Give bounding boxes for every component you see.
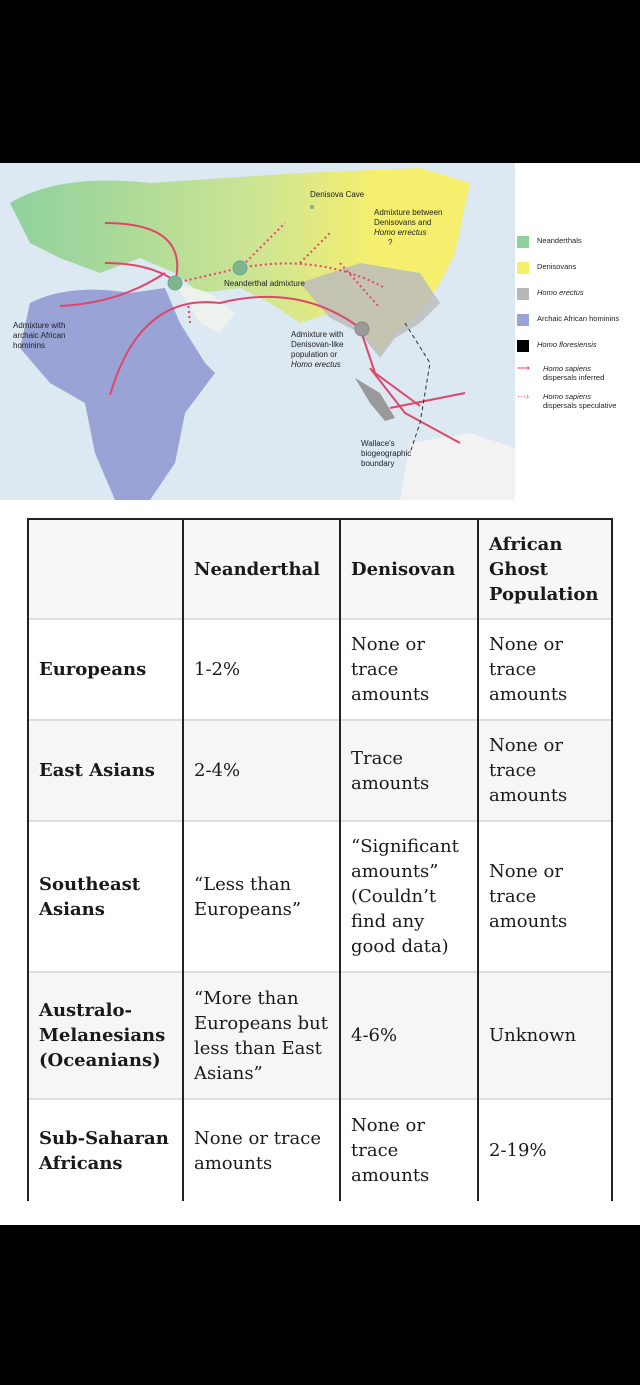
legend-label: Homo floresiensis bbox=[537, 340, 597, 349]
cell-neanderthal: “Less than Europeans” bbox=[182, 820, 341, 972]
label-admixture-deni-erectus: Admixture between Denisovans and Homo er… bbox=[374, 208, 442, 248]
row-group: East Asians bbox=[27, 719, 184, 821]
cell-neanderthal: 1-2% bbox=[182, 618, 341, 720]
table-row: Southeast Asians “Less than Europeans” “… bbox=[27, 820, 613, 972]
label-denisova-cave: Denisova Cave bbox=[310, 190, 365, 199]
label-neanderthal-admixture: Neanderthal admixture bbox=[224, 279, 305, 288]
label-line: Admixture with bbox=[13, 321, 66, 330]
label-line: Denisovans and bbox=[374, 218, 432, 227]
legend-label: Denisovans bbox=[537, 262, 577, 271]
dotted-arrow-icon: ···› bbox=[517, 391, 529, 401]
table-row: Europeans 1-2% None or trace amounts Non… bbox=[27, 618, 613, 720]
homo-erectus-region bbox=[300, 263, 440, 358]
label-line: Homo errectus bbox=[374, 228, 427, 237]
green-swatch-icon bbox=[517, 236, 529, 248]
label-denisovan-like: Admixture with Denisovan-like population… bbox=[291, 330, 343, 370]
denisova-cave-marker bbox=[310, 205, 314, 209]
row-group: Europeans bbox=[27, 618, 184, 720]
legend-label: Homo erectus bbox=[537, 288, 584, 297]
label-line: boundary bbox=[361, 459, 395, 468]
header-denisovan: Denisovan bbox=[339, 518, 479, 619]
legend-label: Archaic African hominins bbox=[537, 314, 620, 323]
legend-label: Homo sapiens dispersals speculative bbox=[543, 392, 616, 410]
map-graphic bbox=[10, 168, 515, 500]
cell-african-ghost: None or trace amounts bbox=[477, 820, 613, 972]
migration-map: Denisova Cave Admixture between Denisova… bbox=[0, 163, 515, 500]
admixture-point-central bbox=[232, 260, 248, 276]
legend-item-denisovans: Denisovans bbox=[517, 262, 576, 274]
cell-african-ghost: None or trace amounts bbox=[477, 618, 613, 720]
cell-african-ghost: None or trace amounts bbox=[477, 719, 613, 821]
cell-denisovan: None or trace amounts bbox=[339, 618, 479, 720]
legend-label: Neanderthals bbox=[537, 236, 582, 245]
arabia bbox=[175, 283, 235, 333]
black-swatch-icon bbox=[517, 340, 529, 352]
label-line: Denisovan-like bbox=[291, 340, 344, 349]
label-line: Admixture between bbox=[374, 208, 443, 217]
legend-label-line2: dispersals speculative bbox=[543, 401, 617, 410]
cell-african-ghost: 2-19% bbox=[477, 1098, 613, 1201]
legend-item-speculative: ···› Homo sapiens dispersals speculative bbox=[517, 391, 616, 411]
label-african-admixture: Admixture with archaic African hominins bbox=[13, 321, 65, 351]
row-group: Southeast Asians bbox=[27, 820, 184, 972]
label-line: Homo erectus bbox=[291, 360, 341, 369]
legend-label-line2: dispersals inferred bbox=[543, 373, 605, 382]
row-group: Sub-Saharan Africans bbox=[27, 1098, 184, 1201]
table-row: Australo-Melanesians (Oceanians) “More t… bbox=[27, 971, 613, 1099]
legend-item-neanderthals: Neanderthals bbox=[517, 236, 582, 248]
legend-label-line1: Homo sapiens bbox=[543, 392, 591, 401]
table-row: Sub-Saharan Africans None or trace amoun… bbox=[27, 1098, 613, 1201]
cell-denisovan: None or trace amounts bbox=[339, 1098, 479, 1201]
admixture-point-levant bbox=[167, 275, 183, 291]
admixture-table: Neanderthal Denisovan African Ghost Popu… bbox=[27, 518, 613, 1201]
cell-african-ghost: Unknown bbox=[477, 971, 613, 1099]
legend-label-line1: Homo sapiens bbox=[543, 364, 591, 373]
gray-swatch-icon bbox=[517, 288, 529, 300]
header-row: Neanderthal Denisovan African Ghost Popu… bbox=[27, 518, 613, 619]
cell-denisovan: Trace amounts bbox=[339, 719, 479, 821]
legend-item-archaic-african: Archaic African hominins bbox=[517, 314, 619, 326]
row-group: Australo-Melanesians (Oceanians) bbox=[27, 971, 184, 1099]
label-line: Admixture with bbox=[291, 330, 344, 339]
label-line: archaic African bbox=[13, 331, 66, 340]
label-line: biogeographic bbox=[361, 449, 412, 458]
indonesia bbox=[355, 378, 395, 421]
cell-neanderthal: 2-4% bbox=[182, 719, 341, 821]
label-line: hominins bbox=[13, 341, 46, 350]
cell-denisovan: “Significant amounts” (Couldn’t find any… bbox=[339, 820, 479, 972]
legend-item-inferred: ⟶ Homo sapiens dispersals inferred bbox=[517, 363, 604, 383]
africa-landmass bbox=[20, 288, 215, 500]
label-wallace: Wallace's biogeographic boundary bbox=[361, 439, 411, 469]
purple-swatch-icon bbox=[517, 314, 529, 326]
legend-item-homo-erectus: Homo erectus bbox=[517, 288, 584, 300]
label-line: population or bbox=[291, 350, 338, 359]
table-row: East Asians 2-4% Trace amounts None or t… bbox=[27, 719, 613, 821]
solid-arrow-icon: ⟶ bbox=[517, 363, 530, 373]
dispersal-arrows bbox=[59, 222, 466, 444]
wallace-line bbox=[404, 322, 431, 454]
yellow-swatch-icon bbox=[517, 262, 529, 274]
legend-label: Homo sapiens dispersals inferred bbox=[543, 364, 604, 382]
header-empty bbox=[27, 518, 184, 619]
australia bbox=[400, 433, 515, 500]
label-line: ? bbox=[388, 238, 393, 247]
cell-denisovan: 4-6% bbox=[339, 971, 479, 1099]
label-line: Wallace's bbox=[361, 439, 395, 448]
header-neanderthal: Neanderthal bbox=[182, 518, 341, 619]
cell-neanderthal: None or trace amounts bbox=[182, 1098, 341, 1201]
header-african-ghost: African Ghost Population bbox=[477, 518, 613, 619]
legend-item-floresiensis: Homo floresiensis bbox=[517, 340, 597, 352]
cell-neanderthal: “More than Europeans but less than East … bbox=[182, 971, 341, 1099]
admixture-point-seasia bbox=[354, 321, 370, 337]
